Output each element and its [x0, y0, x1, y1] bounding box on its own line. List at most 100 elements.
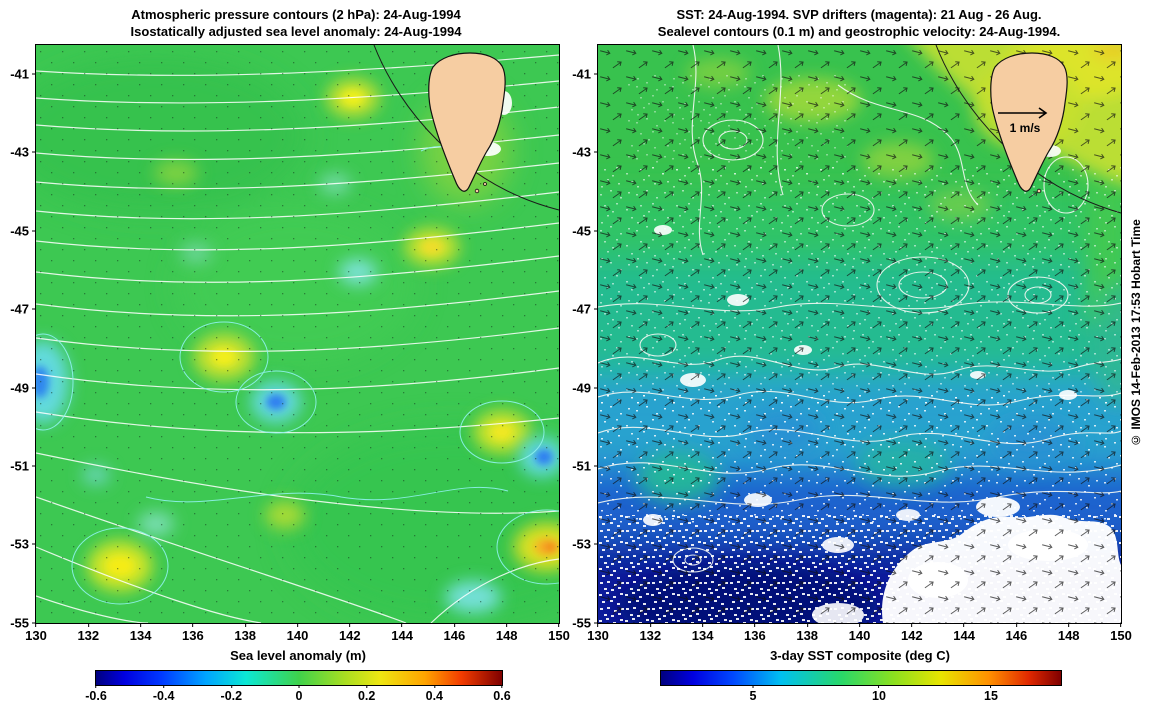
x-tick: 132	[77, 623, 99, 643]
y-tick-label: -49	[10, 380, 29, 396]
x-tick-label: 140	[848, 628, 871, 643]
y-tick: -43	[572, 145, 598, 160]
colorbar-tick: 0.6	[493, 685, 511, 703]
colorbar-tick: -0.2	[221, 685, 242, 703]
x-tick: 138	[234, 623, 256, 643]
y-tick: -55	[572, 615, 598, 630]
y-tick-label: -45	[10, 223, 29, 239]
tick-mark	[990, 685, 992, 688]
x-tick-label: 150	[548, 628, 570, 643]
x-tick-label: 148	[1057, 628, 1080, 643]
x-tick: 146	[1006, 623, 1027, 643]
y-tick: -47	[10, 302, 36, 317]
colorbar-tick: 5	[749, 685, 757, 703]
x-tick: 148	[1058, 623, 1080, 643]
y-tick-label: -41	[572, 66, 591, 82]
x-tick-label: 136	[182, 628, 204, 643]
y-tick: -49	[572, 380, 598, 395]
tick-mark	[87, 623, 89, 627]
y-tick: -45	[572, 223, 598, 238]
x-tick-label: 142	[900, 628, 923, 643]
tick-mark	[1120, 623, 1122, 627]
y-tick-label: -51	[10, 458, 29, 474]
tick-mark	[401, 623, 403, 627]
tick-mark	[244, 623, 246, 627]
tick-mark	[702, 623, 704, 627]
tick-mark	[230, 685, 232, 688]
right-panel-title: SST: 24-Aug-1994. SVP drifters (magenta)…	[578, 6, 1140, 40]
velocity-scale-arrow	[998, 107, 1048, 119]
shelf-edge-line	[373, 45, 559, 211]
tick-mark	[858, 623, 860, 627]
colorbar-tick: -0.6	[85, 685, 107, 703]
colorbar-tick-label: 5	[749, 689, 757, 703]
tick-mark	[501, 685, 503, 688]
x-tick-label: 130	[587, 628, 609, 643]
tick-mark	[453, 623, 455, 627]
tick-mark	[597, 623, 599, 627]
left-colorbar: -0.6 -0.4 -0.2 0 0.2 0.4 0.6	[85, 670, 511, 703]
tick-mark	[878, 685, 880, 688]
y-tick: -53	[10, 537, 36, 552]
y-tick: -45	[10, 223, 36, 238]
x-tick-label: 146	[443, 628, 466, 643]
colorbar-tick: 0.4	[426, 685, 443, 703]
small-island	[1036, 188, 1042, 194]
tick-mark	[298, 685, 300, 688]
x-tick-label: 144	[391, 628, 413, 643]
small-island	[483, 182, 487, 186]
left-title-line1: Atmospheric pressure contours (2 hPa): 2…	[131, 7, 461, 22]
colorbar-tick-label: 0.6	[493, 689, 511, 703]
tick-mark	[366, 685, 368, 688]
colorbar-tick: 10	[872, 685, 886, 703]
colorbar-tick-label: 10	[872, 689, 886, 703]
x-tick: 146	[443, 623, 466, 643]
velocity-scale-label: 1 m/s	[1009, 121, 1041, 135]
colorbar-tick: 0	[296, 685, 302, 703]
tick-mark	[140, 623, 142, 627]
x-tick: 134	[130, 623, 151, 643]
tick-mark	[296, 623, 298, 627]
y-tick: -51	[572, 458, 598, 473]
tick-mark	[963, 623, 965, 627]
x-tick-label: 138	[234, 628, 257, 643]
left-title-line2: Isostatically adjusted sea level anomaly…	[130, 24, 462, 39]
y-tick: -55	[10, 615, 36, 630]
colorbar-tick-label: 0.4	[425, 689, 444, 703]
x-tick-label: 134	[691, 628, 714, 643]
tick-mark	[752, 685, 754, 688]
x-tick: 140	[848, 623, 871, 643]
y-tick: -43	[10, 145, 36, 160]
x-tick-label: 140	[286, 628, 309, 643]
x-tick-label: 132	[77, 628, 100, 643]
x-tick: 130	[587, 623, 609, 643]
tasmania-landmass	[428, 52, 506, 192]
tick-mark	[649, 623, 651, 627]
tick-mark	[349, 623, 351, 627]
tick-mark	[35, 623, 37, 627]
right-title-line1: SST: 24-Aug-1994. SVP drifters (magenta)…	[676, 7, 1042, 22]
colorbar-tick: 15	[984, 685, 998, 703]
y-tick-label: -49	[572, 380, 591, 396]
tasmania-landmass	[990, 52, 1068, 192]
tick-mark	[192, 623, 194, 627]
x-tick-label: 144	[953, 628, 975, 643]
x-tick-label: 142	[338, 628, 361, 643]
tick-mark	[911, 623, 913, 627]
left-panel-title: Atmospheric pressure contours (2 hPa): 2…	[15, 6, 577, 40]
tick-mark	[433, 685, 435, 688]
x-tick: 138	[796, 623, 818, 643]
x-tick-label: 148	[495, 628, 518, 643]
y-tick-label: -41	[10, 66, 29, 82]
y-tick: -41	[572, 66, 598, 81]
colorbar-tick-label: -0.4	[152, 689, 175, 703]
y-tick-label: -55	[572, 615, 591, 631]
tick-mark	[806, 623, 808, 627]
shelf-edge-line	[935, 45, 1121, 214]
y-tick-label: -45	[572, 223, 591, 239]
right-title-line2: Sealevel contours (0.1 m) and geostrophi…	[657, 24, 1061, 39]
y-tick-label: -53	[10, 536, 29, 552]
x-tick: 136	[744, 623, 766, 643]
y-tick: -47	[572, 302, 598, 317]
